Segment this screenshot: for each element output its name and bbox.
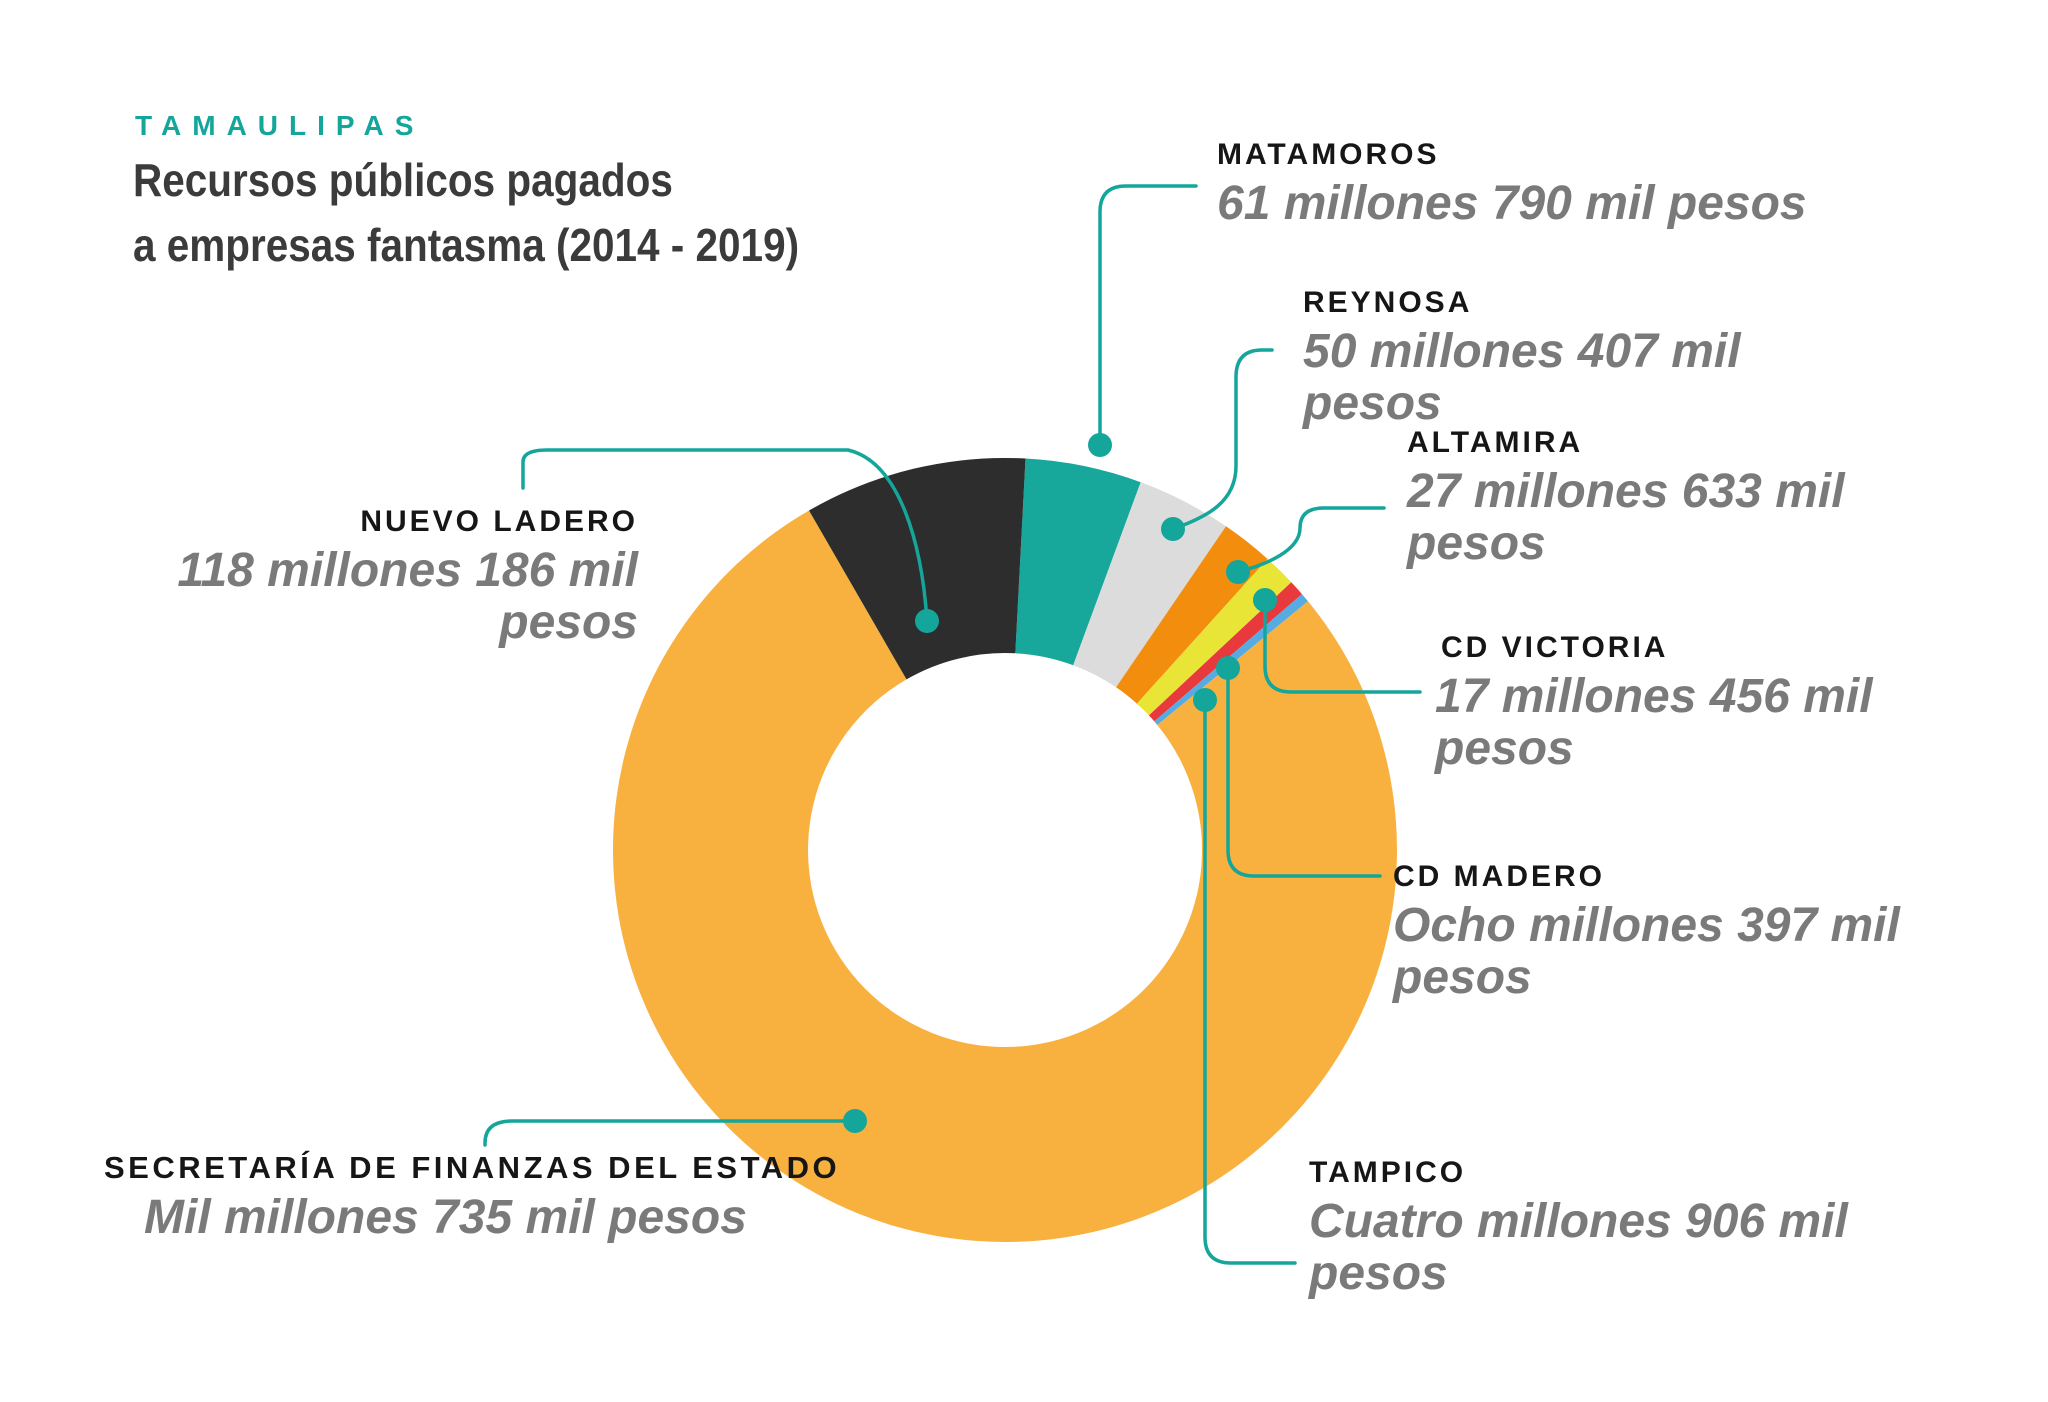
callout-value-line: pesos — [1303, 377, 1442, 430]
callout-label: TAMPICO — [1309, 1156, 1467, 1189]
connector-nuevo-ladero — [521, 448, 939, 633]
callout-value-line: 118 millones 186 mil — [177, 544, 638, 597]
connector-line-reynosa — [1171, 348, 1274, 531]
callout-cd-victoria: CD VICTORIA 17 millones 456 mil pesos — [1435, 631, 1873, 775]
donut-slice-nuevo-ladero — [809, 457, 1026, 680]
callout-value-line: 27 millones 633 mil — [1407, 465, 1845, 518]
connector-reynosa — [1161, 348, 1274, 541]
connector-matamoros — [1088, 184, 1198, 457]
callout-value-line: Ocho millones 397 mil — [1393, 899, 1900, 952]
callout-value-line: Cuatro millones 906 mil — [1309, 1195, 1848, 1248]
connector-dot-tampico — [1193, 688, 1217, 712]
callout-value-line: pesos — [1407, 517, 1546, 570]
callout-secretaria: SECRETARÍA DE FINANZAS DEL ESTADO Mil mi… — [104, 1150, 840, 1244]
callout-label: NUEVO LADERO — [360, 505, 638, 538]
connector-dot-altamira — [1226, 560, 1250, 584]
donut-slice-reynosa — [1073, 482, 1226, 688]
title-line-2: a empresas fantasma (2014 - 2019) — [133, 219, 800, 271]
connector-tampico — [1193, 688, 1297, 1265]
connector-line-nuevo-ladero — [521, 448, 929, 623]
callout-label: CD VICTORIA — [1441, 631, 1669, 664]
callout-value-line: 17 millones 456 mil — [1435, 670, 1873, 723]
callout-label: SECRETARÍA DE FINANZAS DEL ESTADO — [104, 1150, 841, 1185]
connector-dot-matamoros — [1088, 433, 1112, 457]
callout-connectors — [483, 184, 1422, 1265]
callout-label: MATAMOROS — [1217, 138, 1440, 171]
donut-slice-matamoros — [1015, 458, 1141, 666]
connector-dot-secretaria — [843, 1109, 867, 1133]
callout-cd-madero: CD MADERO Ocho millones 397 mil pesos — [1393, 860, 1900, 1004]
callout-value-line: pesos — [1435, 722, 1574, 775]
callout-value-line: 61 millones 790 mil pesos — [1217, 177, 1807, 230]
connector-line-matamoros — [1098, 184, 1198, 447]
connector-altamira — [1226, 506, 1386, 584]
callout-value-line: pesos — [1393, 951, 1532, 1004]
connector-cd-victoria — [1253, 588, 1422, 694]
callout-value-line: pesos — [1309, 1247, 1448, 1300]
donut-slice-cd-victoria — [1136, 558, 1292, 716]
callout-label: REYNOSA — [1303, 286, 1473, 319]
callout-label: ALTAMIRA — [1407, 426, 1584, 459]
callout-value-line: Mil millones 735 mil pesos — [144, 1191, 747, 1244]
connector-dot-cd-victoria — [1253, 588, 1277, 612]
connector-line-cd-madero — [1226, 666, 1382, 878]
callout-tampico: TAMPICO Cuatro millones 906 mil pesos — [1309, 1156, 1848, 1300]
callout-matamoros: MATAMOROS 61 millones 790 mil pesos — [1217, 138, 1807, 230]
callout-reynosa: REYNOSA 50 millones 407 mil pesos — [1303, 286, 1741, 430]
connector-line-tampico — [1203, 698, 1297, 1265]
connector-line-cd-victoria — [1263, 598, 1422, 694]
connector-dot-cd-madero — [1216, 656, 1240, 680]
callout-altamira: ALTAMIRA 27 millones 633 mil pesos — [1407, 426, 1845, 570]
connector-secretaria — [483, 1109, 867, 1147]
connector-line-altamira — [1236, 506, 1386, 574]
connector-cd-madero — [1216, 656, 1382, 878]
page-title: Recursos públicos pagados a empresas fan… — [133, 148, 799, 278]
callout-nuevo-ladero: NUEVO LADERO 118 millones 186 mil pesos — [177, 505, 638, 649]
donut-slices — [612, 457, 1397, 1242]
connector-dot-reynosa — [1161, 517, 1185, 541]
connector-line-secretaria — [483, 1119, 857, 1147]
connector-dot-nuevo-ladero — [915, 609, 939, 633]
callout-value-line: pesos — [499, 596, 638, 649]
callout-label: CD MADERO — [1393, 860, 1605, 893]
callout-value-line: 50 millones 407 mil — [1303, 325, 1741, 378]
state-kicker: TAMAULIPAS — [135, 110, 425, 141]
title-line-1: Recursos públicos pagados — [133, 154, 673, 206]
